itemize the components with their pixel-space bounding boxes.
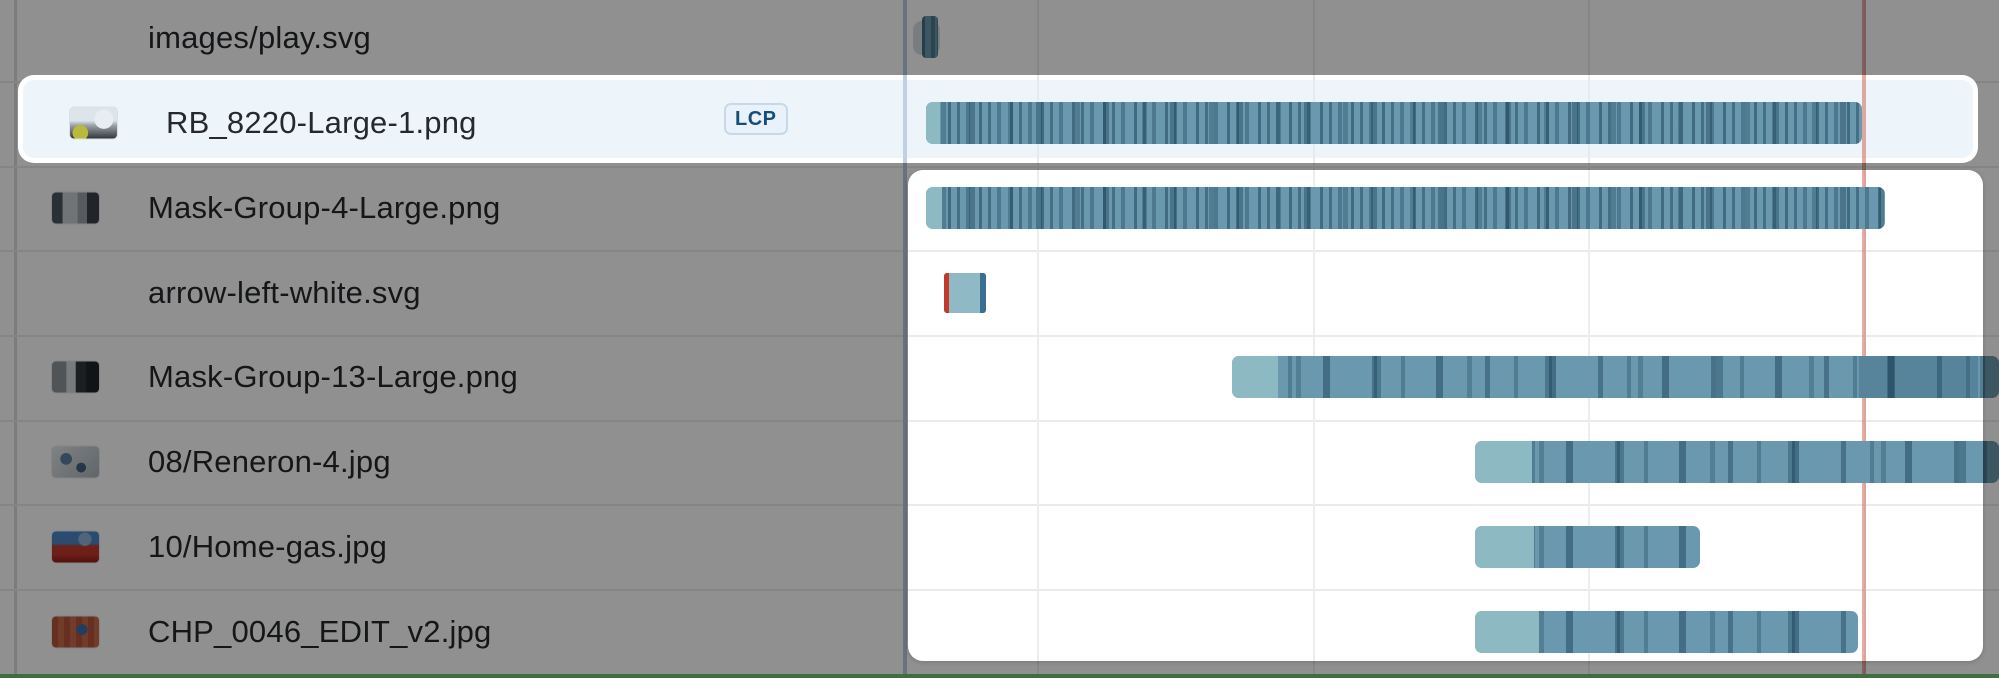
- waiting-segment: [926, 102, 940, 144]
- request-timing-bar[interactable]: [944, 273, 986, 313]
- network-request-row[interactable]: 10/Home-gas.jpg: [0, 505, 1999, 590]
- row-separator: [908, 250, 1983, 252]
- request-filename: arrow-left-white.svg: [148, 275, 421, 310]
- row-separator: [908, 335, 1983, 337]
- dense-download-segment: [1859, 356, 1978, 398]
- file-thumbnail: [52, 192, 99, 224]
- network-request-row[interactable]: images/play.svg: [0, 0, 1999, 81]
- network-request-row[interactable]: CHP_0046_EDIT_v2.jpg: [0, 590, 1999, 675]
- request-timing-bar[interactable]: [1475, 611, 1858, 653]
- time-gridline: [1313, 170, 1315, 661]
- spotlight-card: [908, 170, 1983, 661]
- file-thumbnail: [70, 107, 117, 139]
- waiting-segment: [1475, 611, 1539, 653]
- file-thumbnail: [52, 616, 99, 648]
- lcp-badge: LCP: [724, 103, 788, 135]
- request-filename: 08/Reneron-4.jpg: [148, 444, 391, 479]
- time-gridline: [1037, 170, 1039, 661]
- name-column-divider: [903, 75, 907, 163]
- panel-left-border: [14, 0, 17, 678]
- row-separator: [908, 420, 1983, 422]
- file-thumbnail: [52, 361, 99, 393]
- render-blocking-segment: [944, 273, 949, 313]
- time-marker-line: [1862, 75, 1866, 163]
- network-request-row[interactable]: 08/Reneron-4.jpg: [0, 420, 1999, 505]
- waiting-segment: [926, 187, 942, 229]
- request-filename: 10/Home-gas.jpg: [148, 529, 388, 564]
- waiting-segment: [1475, 441, 1532, 483]
- request-timing-bar[interactable]: [922, 16, 938, 58]
- network-request-row[interactable]: arrow-left-white.svg: [0, 251, 1999, 336]
- request-timing-bar[interactable]: [926, 187, 1885, 229]
- highlighted-request-row[interactable]: RB_8220-Large-1.png LCP: [18, 75, 1978, 163]
- row-separator: [0, 166, 1999, 168]
- waiting-segment: [1475, 526, 1534, 568]
- download-segment: [980, 273, 986, 313]
- request-timing-bar[interactable]: [1475, 441, 1983, 483]
- request-filename: images/play.svg: [148, 20, 371, 55]
- request-timing-bar[interactable]: [1475, 526, 1700, 568]
- time-marker-line: [1862, 170, 1866, 661]
- request-filename: Mask-Group-4-Large.png: [148, 190, 501, 225]
- file-thumbnail: [52, 446, 99, 478]
- request-timing-bar[interactable]: [926, 102, 1862, 144]
- request-timing-bar[interactable]: [1232, 356, 1983, 398]
- file-thumbnail: [52, 531, 99, 563]
- request-filename: Mask-Group-13-Large.png: [148, 359, 518, 394]
- time-gridline: [1588, 170, 1590, 661]
- request-filename: CHP_0046_EDIT_v2.jpg: [148, 614, 492, 649]
- network-request-row[interactable]: Mask-Group-13-Large.png: [0, 335, 1999, 420]
- network-request-row[interactable]: Mask-Group-4-Large.png: [0, 166, 1999, 251]
- row-separator: [908, 589, 1983, 591]
- row-separator: [908, 504, 1983, 506]
- name-column-divider: [903, 0, 907, 678]
- bottom-boundary-line: [0, 674, 1999, 678]
- request-filename: RB_8220-Large-1.png: [166, 105, 477, 140]
- waiting-segment: [1232, 356, 1278, 398]
